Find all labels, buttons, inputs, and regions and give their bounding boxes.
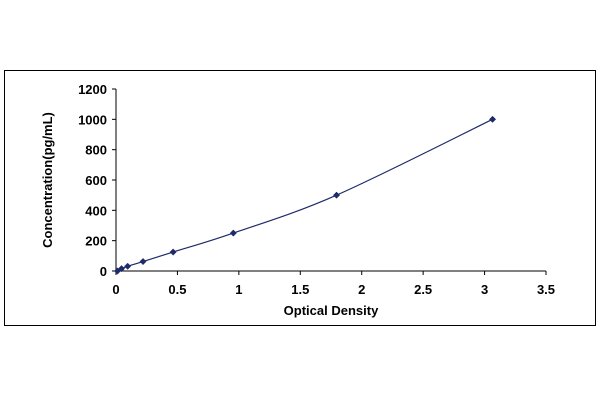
y-tick-label: 200 [85,234,107,249]
x-tick-label: 3 [481,282,488,297]
data-point [124,262,132,270]
axes [115,89,546,272]
x-tick-label: 1 [235,282,242,297]
y-tick-label: 0 [100,264,107,279]
data-point [332,191,341,199]
series-trend-line [117,118,493,272]
data-point [489,115,497,123]
data-point [117,265,126,273]
chart-frame [4,70,596,326]
data-point [139,257,147,266]
x-tick-label: 0.5 [168,282,186,297]
y-tick-label: 600 [85,173,107,188]
y-tick-label: 800 [85,143,107,158]
x-ticks: 0 0.5 1 1.5 2 2.5 3 3.5 [112,271,555,297]
x-tick-label: 2.5 [414,282,432,297]
plot-area [113,115,497,275]
x-tick-label: 1.5 [291,282,309,297]
data-point [229,229,237,237]
y-axis-title: Concentration(pg/mL) [40,112,55,248]
y-tick-label: 1200 [78,82,107,97]
y-ticks: 0 200 400 600 800 1000 1200 [78,82,116,279]
data-point [169,248,177,256]
y-tick-label: 400 [85,203,107,218]
x-tick-label: 3.5 [537,282,555,297]
x-axis-title: Optical Density [284,303,379,318]
x-tick-label: 2 [358,282,365,297]
y-tick-label: 1000 [78,112,107,127]
x-tick-label: 0 [112,282,119,297]
